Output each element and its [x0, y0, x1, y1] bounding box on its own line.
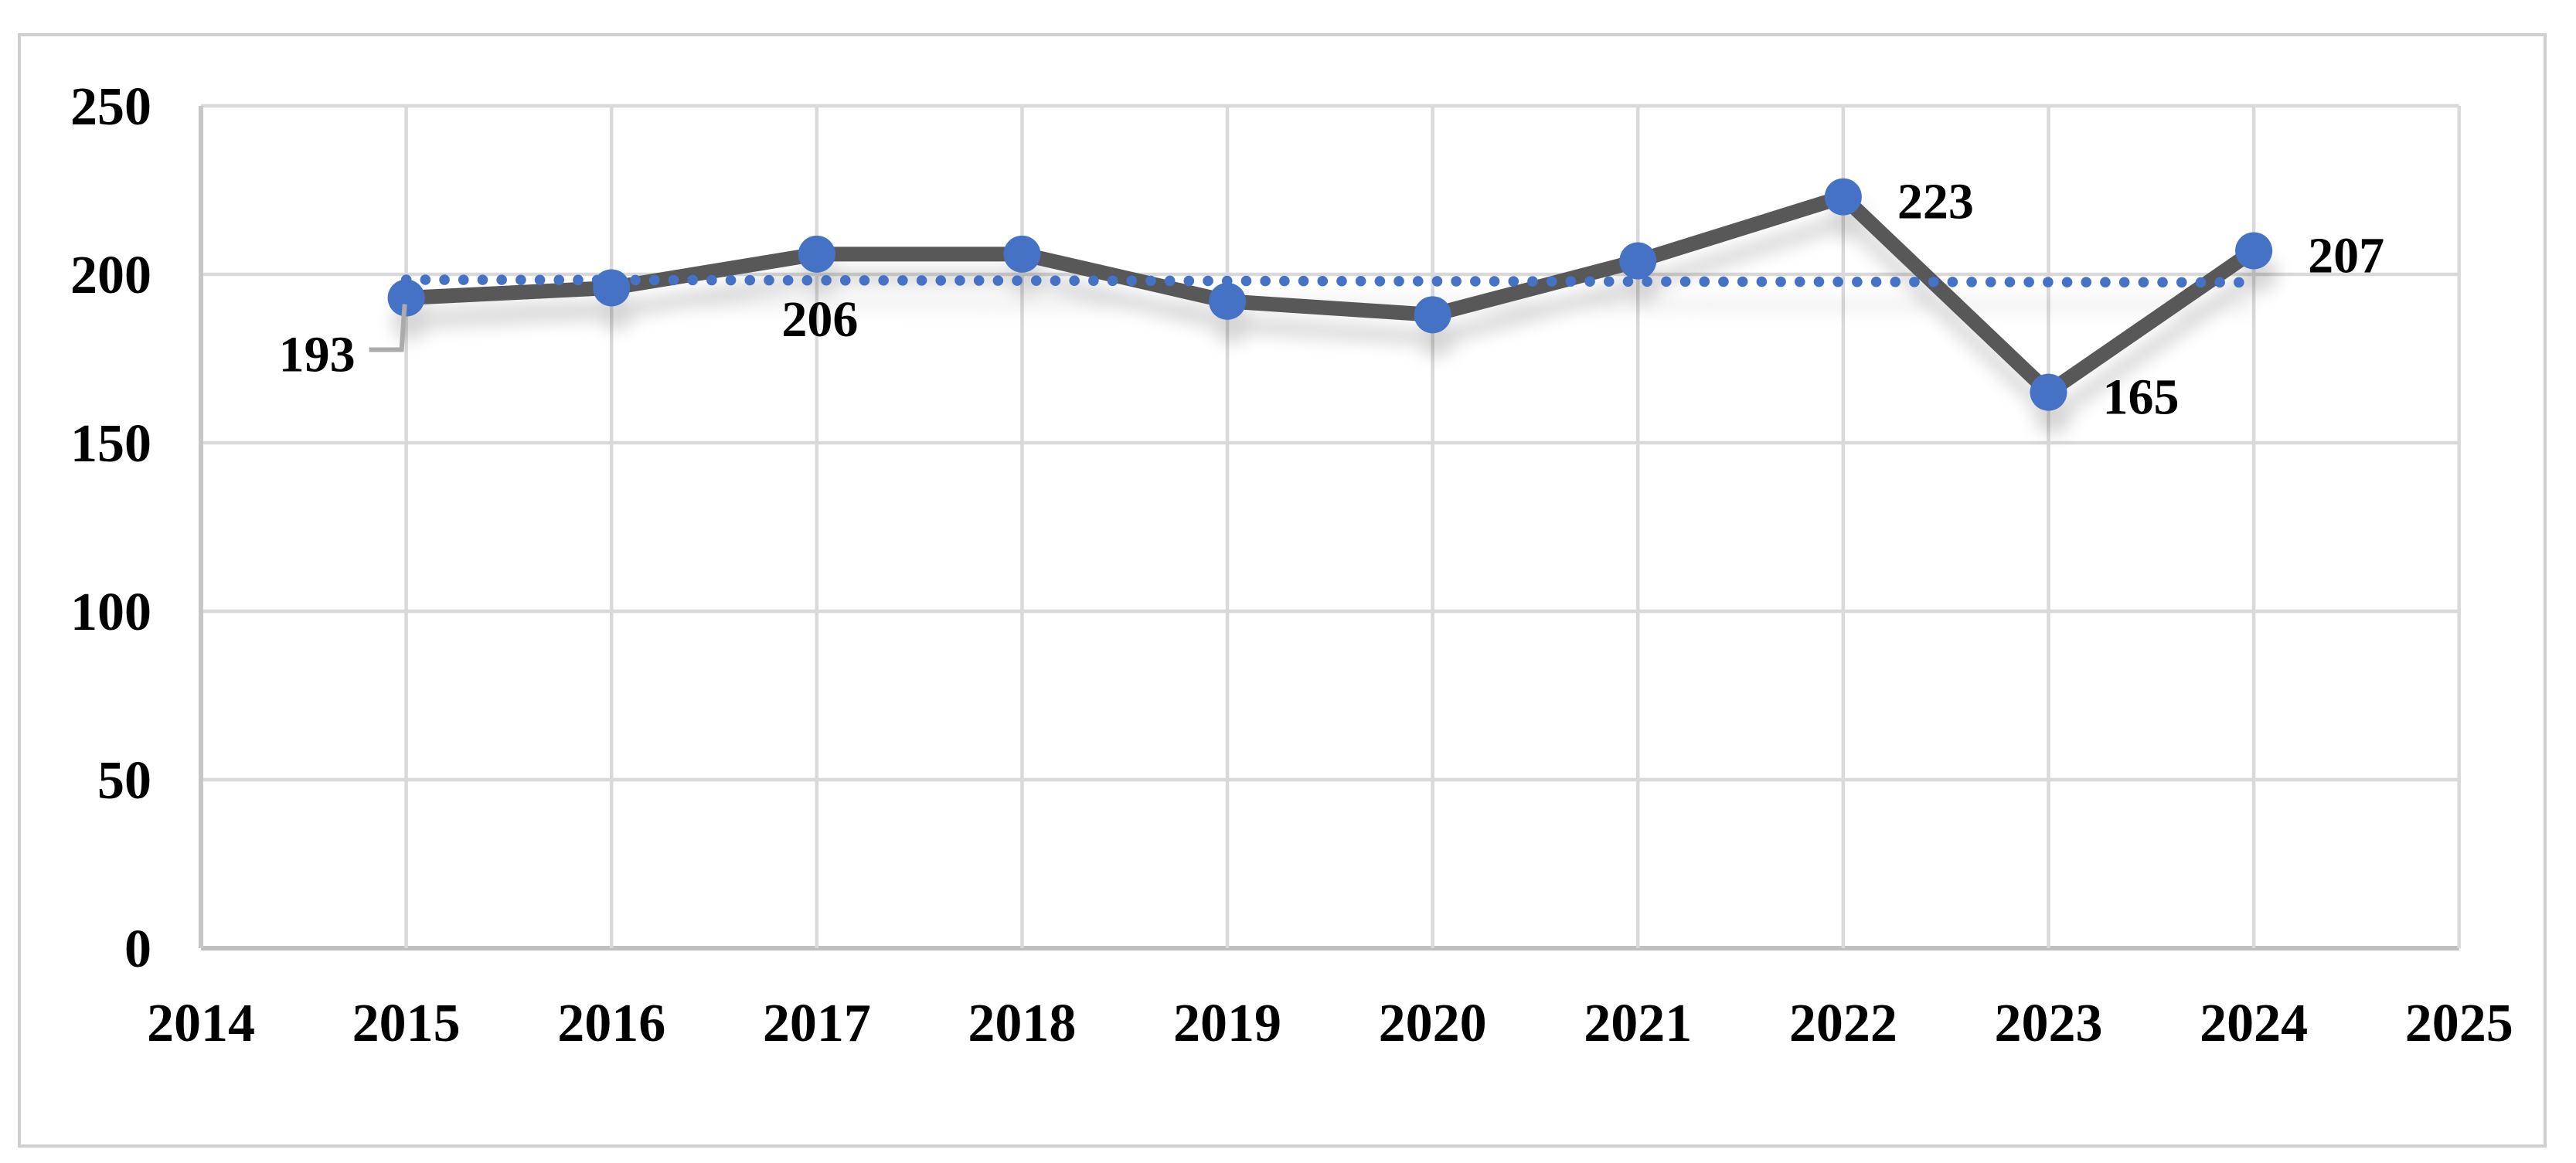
- data-point-marker-2024: [2235, 232, 2273, 270]
- data-label-2015: 193: [279, 327, 356, 383]
- y-tick-label: 50: [97, 751, 151, 811]
- annotation-layer: 193 206 223 165 207: [279, 174, 2384, 426]
- data-point-marker-2020: [1414, 296, 1451, 334]
- data-label-2017: 206: [781, 291, 858, 348]
- x-tick-label: 2015: [352, 994, 461, 1053]
- x-tick-label: 2017: [763, 994, 871, 1053]
- x-tick-label: 2014: [147, 994, 255, 1053]
- chart-border-layer: [18, 33, 2547, 1148]
- x-tick-label: 2020: [1379, 994, 1487, 1053]
- x-tick-label: 2019: [1173, 994, 1281, 1053]
- data-point-marker-2022: [1824, 178, 1862, 216]
- data-label-2022: 223: [1897, 174, 1974, 230]
- x-tick-label: 2018: [968, 994, 1076, 1053]
- y-tick-label: 0: [124, 920, 151, 979]
- axis-tick-layer: 250 200 150 100 50 0 2014 2015 2016 2017 2018 2019 2…: [70, 77, 2513, 1053]
- y-tick-label: 150: [70, 414, 151, 474]
- y-tick-label: 100: [70, 583, 151, 642]
- x-tick-label: 2024: [2200, 994, 2308, 1053]
- x-tick-label: 2023: [1994, 994, 2102, 1053]
- data-point-marker-2017: [798, 235, 835, 273]
- data-point-marker-2019: [1209, 282, 1247, 320]
- data-series-line: [399, 189, 2261, 400]
- data-point-marker-2021: [1619, 242, 1657, 280]
- data-label-2023: 165: [2102, 369, 2179, 426]
- y-tick-label: 250: [70, 77, 151, 137]
- data-point-marker-2018: [1003, 235, 1041, 273]
- data-label-leader-line: [369, 304, 407, 352]
- figure-outer-border: [18, 33, 2547, 1148]
- x-tick-label: 2025: [2405, 994, 2513, 1053]
- x-tick-label: 2022: [1789, 994, 1897, 1053]
- data-label-2024: 207: [2308, 227, 2384, 284]
- data-point-marker-2023: [2030, 373, 2067, 411]
- data-point-marker-2015: [387, 279, 425, 317]
- x-tick-label: 2016: [557, 994, 665, 1053]
- series-layer: [387, 178, 2273, 411]
- y-tick-label: 200: [70, 246, 151, 305]
- x-tick-label: 2021: [1584, 994, 1692, 1053]
- data-point-marker-2016: [593, 269, 631, 307]
- linear-trendline-dotted: [400, 274, 2259, 288]
- gridline-layer: [199, 104, 2461, 950]
